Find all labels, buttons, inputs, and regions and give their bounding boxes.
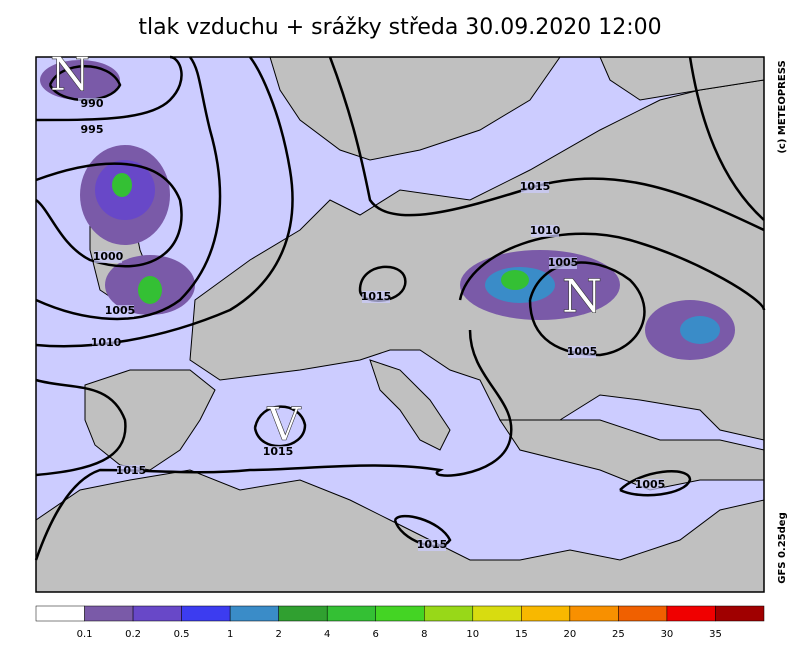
- map: [34, 55, 766, 593]
- legend-swatch: [375, 605, 425, 622]
- isobar-label: 1005: [567, 345, 598, 358]
- isobars: [34, 55, 766, 561]
- pressure-center: N: [50, 47, 90, 101]
- legend-swatch: [666, 605, 716, 622]
- legend-label: 2: [275, 629, 281, 640]
- land: [269, 56, 561, 161]
- legend-swatch: [181, 605, 231, 622]
- isobar-label-bg: [362, 291, 390, 303]
- legend-swatch: [326, 605, 376, 622]
- land: [84, 369, 216, 471]
- map-frame: [35, 56, 765, 593]
- legend-swatch: [618, 605, 668, 622]
- land: [369, 359, 451, 451]
- isobar-label-bg: [568, 346, 596, 358]
- isobar-label: 1015: [520, 180, 551, 193]
- isobar-label-bg: [264, 446, 292, 458]
- legend-label: 35: [709, 629, 722, 640]
- legend-label: 25: [612, 629, 625, 640]
- isobar-label-bg: [78, 124, 106, 136]
- isobar-label-bg: [521, 181, 549, 193]
- legend-label: 6: [373, 629, 379, 640]
- pressure-center: V: [266, 397, 301, 451]
- isobar-label-bg: [106, 305, 134, 317]
- legend-swatch: [35, 605, 85, 622]
- legend-swatch: [229, 605, 279, 622]
- isobar-label: 1015: [417, 538, 448, 551]
- isobar-label: 1005: [635, 478, 666, 491]
- legend-label: 8: [421, 629, 427, 640]
- legend-swatch: [521, 605, 571, 622]
- isobar-label: 1010: [91, 336, 122, 349]
- legend-label: 1: [227, 629, 233, 640]
- isobar-label-bg: [418, 539, 446, 551]
- isobar-label: 1005: [548, 256, 579, 269]
- legend-swatch: [569, 605, 619, 622]
- isobar-label-bg: [531, 225, 559, 237]
- isobar-label: 1010: [530, 224, 561, 237]
- isobar-label: 1015: [361, 290, 392, 303]
- isobar-label-bg: [92, 337, 120, 349]
- precipitation: [40, 60, 735, 360]
- legend-swatch: [84, 605, 134, 622]
- isobar-label: 995: [81, 123, 104, 136]
- legend-label: 30: [661, 629, 674, 640]
- isobar-label-bg: [94, 251, 122, 263]
- legend-swatch: [278, 605, 328, 622]
- credit: (c) METEOPRESS: [777, 60, 788, 153]
- legend-label: 4: [324, 629, 330, 640]
- legend-swatch: [472, 605, 522, 622]
- isobar-label: 1005: [105, 304, 136, 317]
- isobar-label-bg: [636, 479, 664, 491]
- isobar-label-bg: [78, 98, 106, 110]
- map-title: tlak vzduchu + srážky středa 30.09.2020 …: [138, 15, 661, 40]
- legend-label: 0.2: [125, 629, 141, 640]
- legend: 0.1 0.2 0.5 1 2 4 6 8 10 15 20 25 30 35: [35, 605, 765, 640]
- legend-label: 15: [515, 629, 528, 640]
- legend-label: 0.1: [77, 629, 93, 640]
- isobar-label-bg: [549, 257, 577, 269]
- isobar-label: 990: [81, 97, 104, 110]
- isobar-label: 1000: [93, 250, 124, 263]
- legend-label: 0.5: [174, 629, 190, 640]
- legend-swatch: [132, 605, 182, 622]
- pressure-center: N: [562, 269, 602, 323]
- legend-label: 20: [563, 629, 576, 640]
- model-label: GFS 0.25deg: [777, 512, 788, 584]
- isobar-label: 1015: [263, 445, 294, 458]
- isobar-label: 1015: [116, 464, 147, 477]
- legend-swatch: [715, 605, 765, 622]
- legend-swatch: [424, 605, 474, 622]
- legend-label: 10: [466, 629, 479, 640]
- isobar-label-bg: [117, 465, 145, 477]
